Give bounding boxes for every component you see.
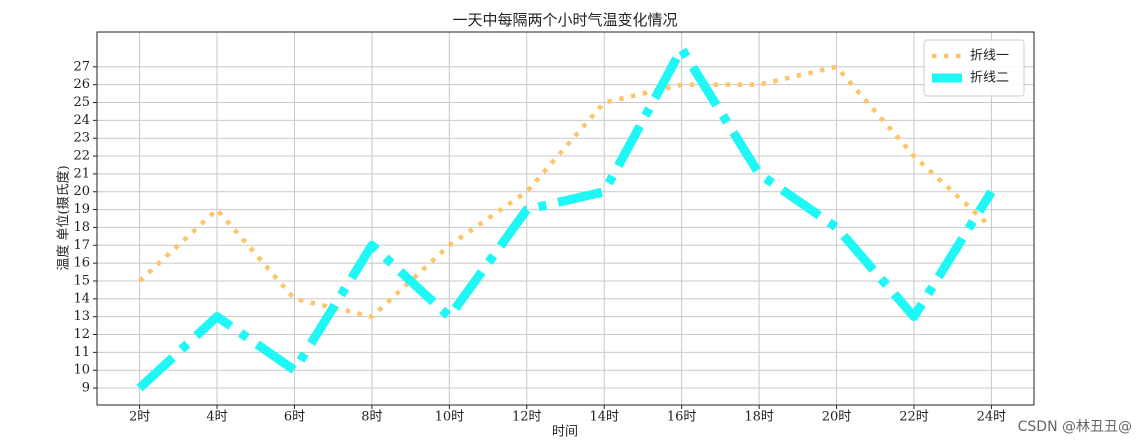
y-tick-label: 15: [73, 273, 90, 288]
x-tick-label: 24时: [977, 410, 1007, 425]
y-tick-label: 18: [73, 220, 90, 235]
y-tick-label: 19: [73, 202, 90, 217]
legend-label: 折线二: [970, 71, 1009, 86]
y-tick-label: 27: [73, 59, 90, 74]
x-tick-label: 20时: [822, 410, 852, 425]
y-tick-label: 11: [73, 345, 90, 360]
x-tick-label: 10时: [435, 410, 465, 425]
y-tick-label: 16: [73, 256, 90, 271]
y-tick-label: 26: [73, 77, 90, 92]
y-tick-label: 9: [82, 381, 90, 396]
x-tick-label: 16时: [667, 410, 697, 425]
legend-label: 折线一: [970, 49, 1009, 64]
x-tick-label: 22时: [899, 410, 929, 425]
x-tick-label: 4时: [206, 410, 227, 425]
y-tick-label: 17: [73, 238, 90, 253]
x-tick-label: 12时: [512, 410, 542, 425]
x-tick-label: 14时: [589, 410, 619, 425]
plot-frame: [96, 31, 1035, 406]
x-tick-label: 18时: [744, 410, 774, 425]
y-tick-label: 10: [73, 363, 90, 378]
y-tick-label: 24: [73, 113, 90, 128]
y-tick-label: 21: [73, 166, 90, 181]
x-axis-label: 时间: [552, 425, 578, 440]
watermark: CSDN @林丑丑@: [1018, 419, 1132, 435]
series-line: [136, 44, 996, 392]
series-line: [138, 64, 993, 319]
x-tick-label: 8时: [361, 410, 382, 425]
y-tick-label: 20: [73, 184, 90, 199]
y-tick-label: 12: [73, 327, 90, 342]
y-tick-label: 22: [73, 149, 90, 164]
chart-title: 一天中每隔两个小时气温变化情况: [452, 11, 677, 29]
y-axis-label: 温度 单位(摄氏度): [56, 165, 72, 270]
y-tick-label: 13: [73, 309, 90, 324]
y-tick-label: 23: [73, 131, 90, 146]
x-tick-label: 2时: [129, 410, 150, 425]
y-tick-label: 14: [73, 291, 90, 306]
x-tick-label: 6时: [284, 410, 305, 425]
y-tick-label: 25: [73, 95, 90, 110]
